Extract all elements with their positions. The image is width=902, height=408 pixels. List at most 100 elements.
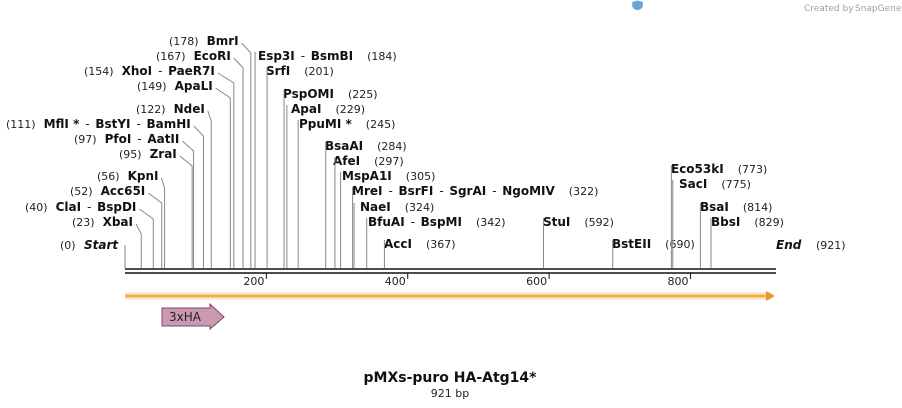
site-pspomi[interactable]: PspOMI (225)	[283, 87, 378, 268]
site-apai[interactable]: ApaI (229)	[286, 102, 365, 268]
site-mspa1i[interactable]: MspA1I (305)	[340, 169, 436, 268]
site-ecori[interactable]: (167) EcoRI	[156, 49, 244, 268]
site-stui[interactable]: StuI (592)	[542, 215, 614, 268]
enzyme-pfoi[interactable]: PfoI	[105, 132, 132, 146]
site-esp3i[interactable]: Esp3I - BsmBI (184)	[254, 49, 397, 268]
site-connector	[207, 110, 212, 268]
site-connector	[233, 57, 244, 268]
site-xbai[interactable]: (23) XbaI	[72, 215, 142, 268]
enzyme-bsai[interactable]: BsaI	[700, 200, 729, 214]
enzyme-ndei[interactable]: NdeI	[174, 102, 205, 116]
site-position: (154)	[84, 65, 114, 78]
site-bbsi[interactable]: BbsI (829)	[710, 215, 784, 268]
enzyme-apali[interactable]: ApaLI	[175, 79, 213, 93]
sequence-backbone	[125, 268, 776, 274]
site-position: (773)	[738, 163, 768, 176]
enzyme-saci[interactable]: SacI	[679, 177, 707, 191]
ruler: 200 400 600 800	[243, 273, 691, 288]
site-position: (111)	[6, 118, 36, 131]
enzyme-eco53ki[interactable]: Eco53kI	[671, 162, 724, 176]
enzyme-apai[interactable]: ApaI	[291, 102, 321, 116]
enzyme-pspomi[interactable]: PspOMI	[283, 87, 334, 101]
site-position: (40)	[25, 201, 48, 214]
enzyme-xhoi[interactable]: XhoI	[122, 64, 153, 78]
plasmid-title: pMXs-puro HA-Atg14*	[364, 370, 538, 386]
enzyme-bfuai[interactable]: BfuAI	[368, 215, 405, 229]
site-connector	[215, 87, 231, 268]
site-bmri[interactable]: (178) BmrI	[169, 34, 252, 268]
enzyme-bsmbi[interactable]: BsmBI	[311, 49, 353, 63]
site-position: (23)	[72, 216, 95, 229]
site-kpni[interactable]: (56) KpnI	[97, 169, 166, 268]
site-position: (52)	[70, 185, 93, 198]
site-position: (201)	[304, 65, 334, 78]
enzyme-kpni[interactable]: KpnI	[128, 169, 159, 183]
enzyme-naei[interactable]: NaeI	[360, 200, 391, 214]
enzyme-ppumi[interactable]: PpuMI *	[299, 117, 353, 131]
site-naei[interactable]: NaeI (324)	[353, 200, 434, 268]
site-pfoi[interactable]: (97) PfoI - AatII	[74, 132, 195, 268]
enzyme-bsaai[interactable]: BsaAI	[325, 139, 363, 153]
enzyme-bspmi[interactable]: BspMI	[421, 215, 462, 229]
site-acci[interactable]: AccI (367)	[383, 237, 456, 268]
enzyme-bsteii[interactable]: BstEII	[612, 237, 651, 251]
site-separator: -	[439, 184, 443, 198]
enzyme-ecori[interactable]: EcoRI	[194, 49, 231, 63]
enzyme-zrai[interactable]: ZraI	[150, 147, 177, 161]
site-bsai[interactable]: BsaI (814)	[699, 200, 772, 268]
enzyme-bmri[interactable]: BmrI	[207, 34, 239, 48]
site-position: (56)	[97, 170, 120, 183]
site-ndei[interactable]: (122) NdeI	[136, 102, 212, 268]
restriction-sites: (23) XbaI(40) ClaI - BspDI(52) Acc65I(56) KpnI…	[6, 34, 846, 268]
site-acc65i[interactable]: (52) Acc65I	[70, 184, 163, 268]
site-position: (97)	[74, 133, 97, 146]
site-saci[interactable]: SacI (775)	[672, 177, 751, 268]
site-ppumi[interactable]: PpuMI * (245)	[297, 117, 395, 268]
enzyme-bstyi[interactable]: BstYI	[95, 117, 130, 131]
enzyme-mspa1i[interactable]: MspA1I	[342, 169, 392, 183]
enzyme-srfi[interactable]: SrfI	[266, 64, 290, 78]
site-separator: -	[87, 200, 91, 214]
enzyme-sgrai[interactable]: SgrAI	[449, 184, 486, 198]
site-apali[interactable]: (149) ApaLI	[137, 79, 231, 268]
enzyme-bsrfi[interactable]: BsrFI	[398, 184, 433, 198]
site-connector	[241, 42, 252, 268]
feature-3xha[interactable]: 3xHA	[161, 302, 225, 331]
enzyme-stui[interactable]: StuI	[543, 215, 570, 229]
site-bfuai[interactable]: BfuAI - BspMI (342)	[366, 215, 506, 268]
site-connector	[147, 192, 163, 268]
plasmid-length: 921 bp	[431, 387, 469, 400]
enzyme-bamhi[interactable]: BamHI	[147, 117, 191, 131]
site-position: (225)	[348, 88, 378, 101]
end-position: (921)	[816, 239, 846, 252]
enzyme-aatii[interactable]: AatII	[147, 132, 179, 146]
site-separator: -	[388, 184, 392, 198]
enzyme-paer7i[interactable]: PaeR7I	[168, 64, 215, 78]
site-separator: -	[158, 64, 162, 78]
enzyme-xbai[interactable]: XbaI	[103, 215, 133, 229]
site-eco53ki[interactable]: Eco53kI (773)	[670, 162, 768, 268]
site-connector	[179, 155, 193, 268]
enzyme-acci[interactable]: AccI	[384, 237, 412, 251]
enzyme-afei[interactable]: AfeI	[333, 154, 360, 168]
enzyme-ngomiv[interactable]: NgoMIV	[502, 184, 555, 198]
enzyme-mfli[interactable]: MflI *	[44, 117, 80, 131]
site-srfi[interactable]: SrfI (201)	[266, 64, 334, 268]
enzyme-esp3i[interactable]: Esp3I	[258, 49, 295, 63]
site-mrei[interactable]: MreI - BsrFI - SgrAI - NgoMIV (322)	[352, 184, 598, 268]
credit-brand: SnapGene	[855, 4, 902, 14]
enzyme-bbsi[interactable]: BbsI	[711, 215, 740, 229]
site-xhoi[interactable]: (154) XhoI - PaeR7I	[84, 64, 235, 268]
enzyme-clai[interactable]: ClaI	[56, 200, 81, 214]
site-afei[interactable]: AfeI (297)	[333, 154, 404, 268]
site-bsteii[interactable]: BstEII (690)	[612, 237, 695, 268]
enzyme-acc65i[interactable]: Acc65I	[101, 184, 146, 198]
enzyme-mrei[interactable]: MreI	[352, 184, 382, 198]
site-zrai[interactable]: (95) ZraI	[119, 147, 193, 268]
site-clai[interactable]: (40) ClaI - BspDI	[25, 200, 154, 268]
site-connector	[193, 125, 204, 268]
site-bsaai[interactable]: BsaAI (284)	[325, 139, 407, 268]
enzyme-bspdi[interactable]: BspDI	[97, 200, 136, 214]
site-mfli[interactable]: (111) MflI * - BstYI - BamHI	[6, 117, 204, 268]
